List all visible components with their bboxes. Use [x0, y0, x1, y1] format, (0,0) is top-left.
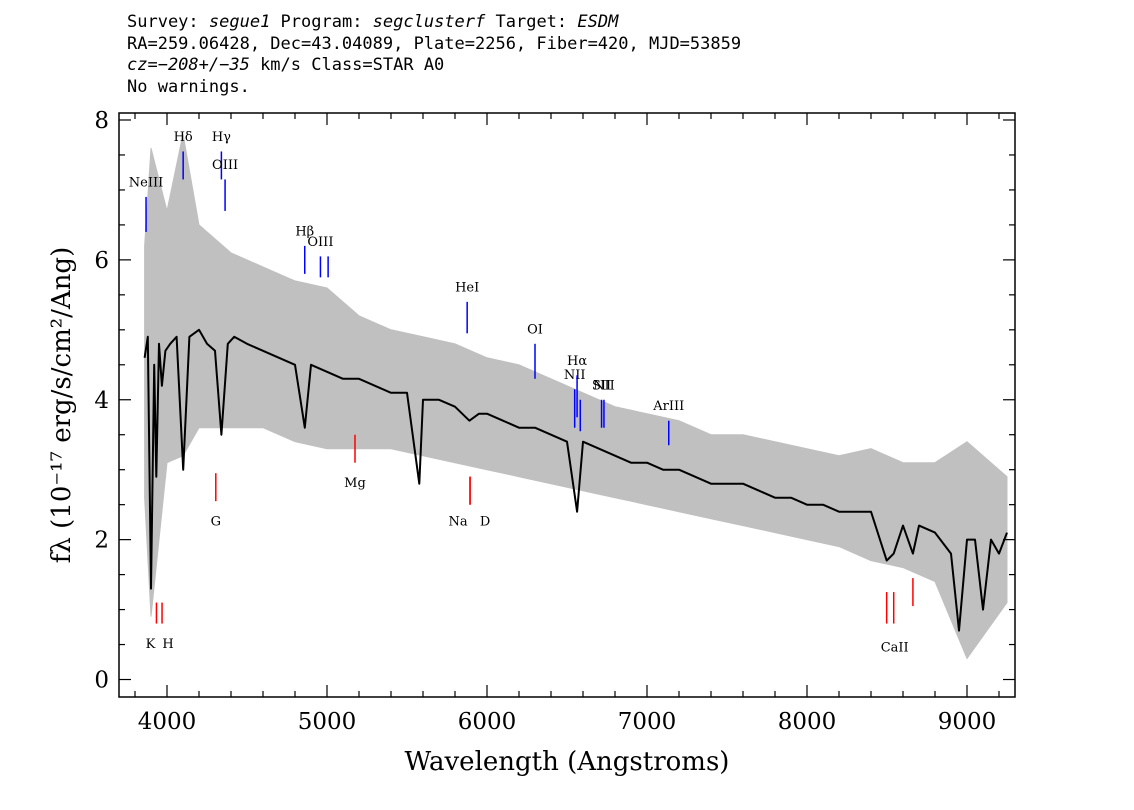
absorption-line-label: Mg — [344, 476, 366, 491]
emission-line-label: HeI — [455, 280, 479, 295]
plot-clip-group — [143, 133, 1008, 660]
survey-value: segue1 — [208, 12, 271, 32]
emission-line-label: SII — [592, 378, 611, 393]
y-tick-label: 8 — [94, 108, 109, 134]
emission-line-label: OI — [527, 322, 543, 337]
redshift-value: cz=−208+/−35 — [127, 55, 250, 75]
class-text: km/s Class=STAR A0 — [249, 55, 445, 75]
target-label: Target: — [485, 12, 578, 32]
absorption-line-label: G — [211, 515, 221, 530]
noise-envelope — [144, 133, 1008, 660]
spectrum-header: Survey: segue1 Program: segclusterf Targ… — [127, 12, 741, 98]
x-tick-label: 9000 — [938, 709, 997, 735]
x-tick-label: 8000 — [778, 709, 837, 735]
emission-line-label: Hβ — [295, 224, 314, 239]
absorption-line-label: Na — [448, 515, 467, 530]
absorption-line-label: H — [162, 637, 173, 652]
target-value: ESDM — [577, 12, 619, 32]
header-line-redshift: cz=−208+/−35 km/s Class=STAR A0 — [127, 55, 741, 77]
x-tick-label: 4000 — [138, 709, 197, 735]
absorption-line-label: CaII — [881, 641, 909, 656]
x-tick-label: 7000 — [618, 709, 677, 735]
x-tick-label: 5000 — [298, 709, 357, 735]
emission-line-label: Hδ — [174, 130, 193, 145]
survey-label: Survey: — [127, 12, 209, 32]
header-line-survey: Survey: segue1 Program: segclusterf Targ… — [127, 12, 741, 34]
x-axis-title: Wavelength (Angstroms) — [405, 747, 730, 777]
y-axis-title: fλ (10⁻¹⁷ erg/s/cm²/Ang) — [47, 247, 77, 563]
program-label: Program: — [270, 12, 373, 32]
absorption-line-label: D — [480, 515, 490, 530]
header-line-warnings: No warnings. — [127, 76, 250, 97]
emission-line-label: NII — [593, 378, 615, 393]
y-tick-label: 6 — [94, 248, 109, 274]
y-tick-label: 4 — [94, 388, 109, 414]
emission-line-label: OIII — [212, 158, 238, 173]
emission-line-label: Hγ — [212, 130, 231, 145]
emission-line-label: NII — [564, 368, 586, 383]
emission-line-label: NeIII — [129, 175, 163, 190]
axes: 4000 5000 6000 7000 8000 9000 0 2 4 6 8 — [94, 108, 1016, 735]
y-tick-label: 2 — [94, 528, 109, 554]
emission-line-label: Hα — [567, 354, 587, 369]
absorption-line-label: K — [146, 637, 156, 652]
emission-line-label: ArIII — [652, 399, 684, 414]
program-value: segclusterf — [372, 12, 486, 32]
plot-frame — [118, 112, 1016, 698]
x-tick-label: 6000 — [458, 709, 517, 735]
header-line-coordinates: RA=259.06428, Dec=43.04089, Plate=2256, … — [127, 33, 742, 54]
y-tick-label: 0 — [94, 668, 109, 694]
flux-line — [143, 328, 1008, 632]
emission-line-label: OIII — [307, 235, 333, 250]
